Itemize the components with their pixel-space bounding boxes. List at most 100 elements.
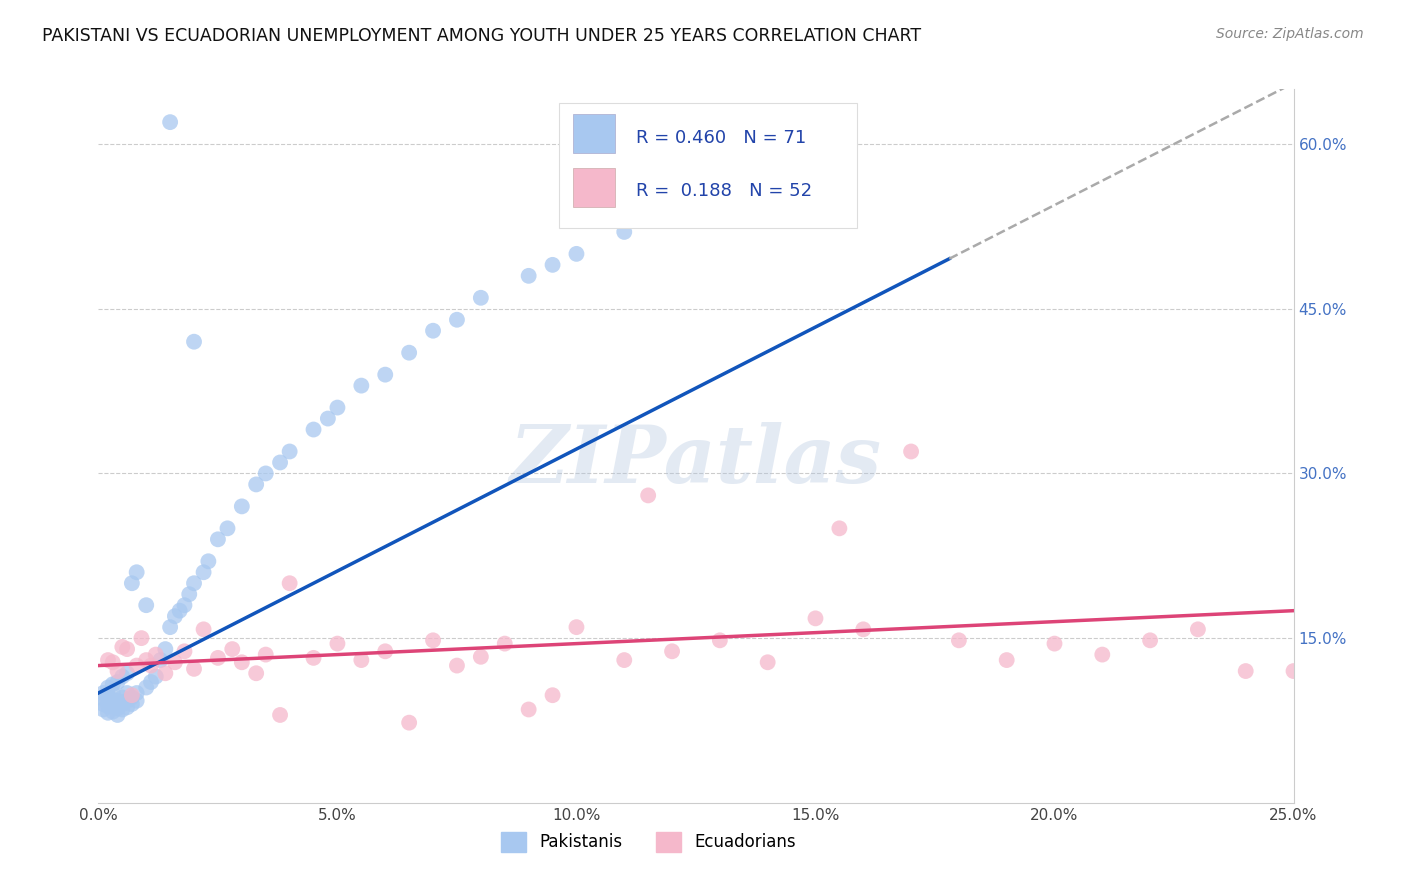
Point [91, 691, 114, 706]
Point [163, 655, 186, 669]
Point [121, 688, 143, 702]
Point [756, 655, 779, 669]
Point [155, 666, 177, 681]
Point [159, 620, 181, 634]
Point [326, 637, 349, 651]
Point [231, 655, 253, 669]
Text: PAKISTANI VS ECUADORIAN UNEMPLOYMENT AMONG YOUTH UNDER 25 YEARS CORRELATION CHAR: PAKISTANI VS ECUADORIAN UNEMPLOYMENT AMO… [42, 27, 921, 45]
Point [155, 642, 177, 657]
Point [135, 681, 157, 695]
Point [159, 115, 181, 129]
Point [121, 576, 143, 591]
Point [398, 345, 420, 359]
Point [145, 669, 167, 683]
Point [163, 609, 186, 624]
Point [111, 669, 134, 683]
Bar [572, 168, 614, 207]
Point [115, 666, 138, 681]
Point [125, 658, 148, 673]
Point [804, 611, 827, 625]
Point [173, 644, 195, 658]
Point [326, 401, 349, 415]
Point [115, 694, 138, 708]
Point [169, 604, 191, 618]
Point [111, 690, 134, 705]
Point [422, 324, 444, 338]
Point [125, 566, 148, 580]
Point [107, 708, 129, 723]
Point [565, 620, 588, 634]
Point [183, 662, 205, 676]
Point [446, 312, 468, 326]
Point [207, 651, 229, 665]
Point [101, 655, 124, 669]
Point [302, 651, 325, 665]
Point [121, 697, 143, 711]
Point [541, 688, 564, 702]
Point [1091, 648, 1114, 662]
Point [709, 633, 731, 648]
Point [541, 258, 564, 272]
Point [97, 695, 120, 709]
Point [1187, 623, 1209, 637]
Point [446, 658, 468, 673]
Point [398, 715, 420, 730]
Point [828, 521, 851, 535]
Point [517, 268, 540, 283]
Point [1139, 633, 1161, 648]
Point [217, 521, 239, 535]
Point [637, 488, 659, 502]
Point [661, 202, 683, 217]
Point [245, 477, 267, 491]
Point [269, 455, 291, 469]
Point [125, 694, 148, 708]
Point [131, 631, 153, 645]
Point [115, 700, 138, 714]
Bar [572, 114, 614, 153]
Point [91, 686, 114, 700]
Point [111, 702, 134, 716]
Point [948, 633, 970, 648]
Point [374, 644, 396, 658]
Point [193, 623, 215, 637]
Point [101, 698, 124, 712]
Point [173, 598, 195, 612]
Point [111, 697, 134, 711]
Point [852, 623, 875, 637]
Point [350, 653, 373, 667]
Point [302, 423, 325, 437]
Point [107, 694, 129, 708]
Point [613, 225, 636, 239]
Point [145, 648, 167, 662]
Point [245, 666, 267, 681]
Point [1282, 664, 1305, 678]
Point [900, 444, 922, 458]
Point [101, 705, 124, 719]
Point [91, 702, 114, 716]
Point [254, 648, 277, 662]
Legend: Pakistanis, Ecuadorians: Pakistanis, Ecuadorians [494, 825, 803, 859]
Point [101, 692, 124, 706]
Point [97, 690, 120, 704]
Point [97, 653, 120, 667]
Point [91, 697, 114, 711]
Point [709, 181, 731, 195]
Point [278, 444, 301, 458]
Point [139, 658, 162, 673]
Point [470, 649, 492, 664]
Point [115, 686, 138, 700]
Point [139, 675, 162, 690]
Point [149, 653, 172, 667]
Point [517, 702, 540, 716]
Point [97, 699, 120, 714]
Point [995, 653, 1018, 667]
Point [135, 653, 157, 667]
Point [193, 566, 215, 580]
Point [269, 708, 291, 723]
Point [97, 706, 120, 720]
Point [97, 681, 120, 695]
Point [101, 677, 124, 691]
Point [183, 576, 205, 591]
Point [135, 598, 157, 612]
Text: R = 0.460   N = 71: R = 0.460 N = 71 [637, 128, 807, 146]
